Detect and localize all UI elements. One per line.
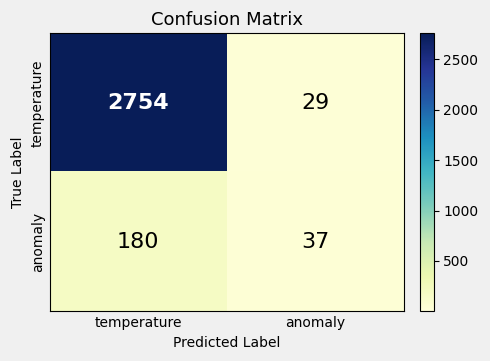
X-axis label: Predicted Label: Predicted Label: [173, 336, 281, 350]
Text: 29: 29: [301, 93, 330, 113]
Text: 37: 37: [301, 232, 330, 252]
Y-axis label: True Label: True Label: [11, 137, 25, 208]
Title: Confusion Matrix: Confusion Matrix: [151, 11, 303, 29]
Text: 2754: 2754: [107, 93, 169, 113]
Text: 180: 180: [117, 232, 159, 252]
